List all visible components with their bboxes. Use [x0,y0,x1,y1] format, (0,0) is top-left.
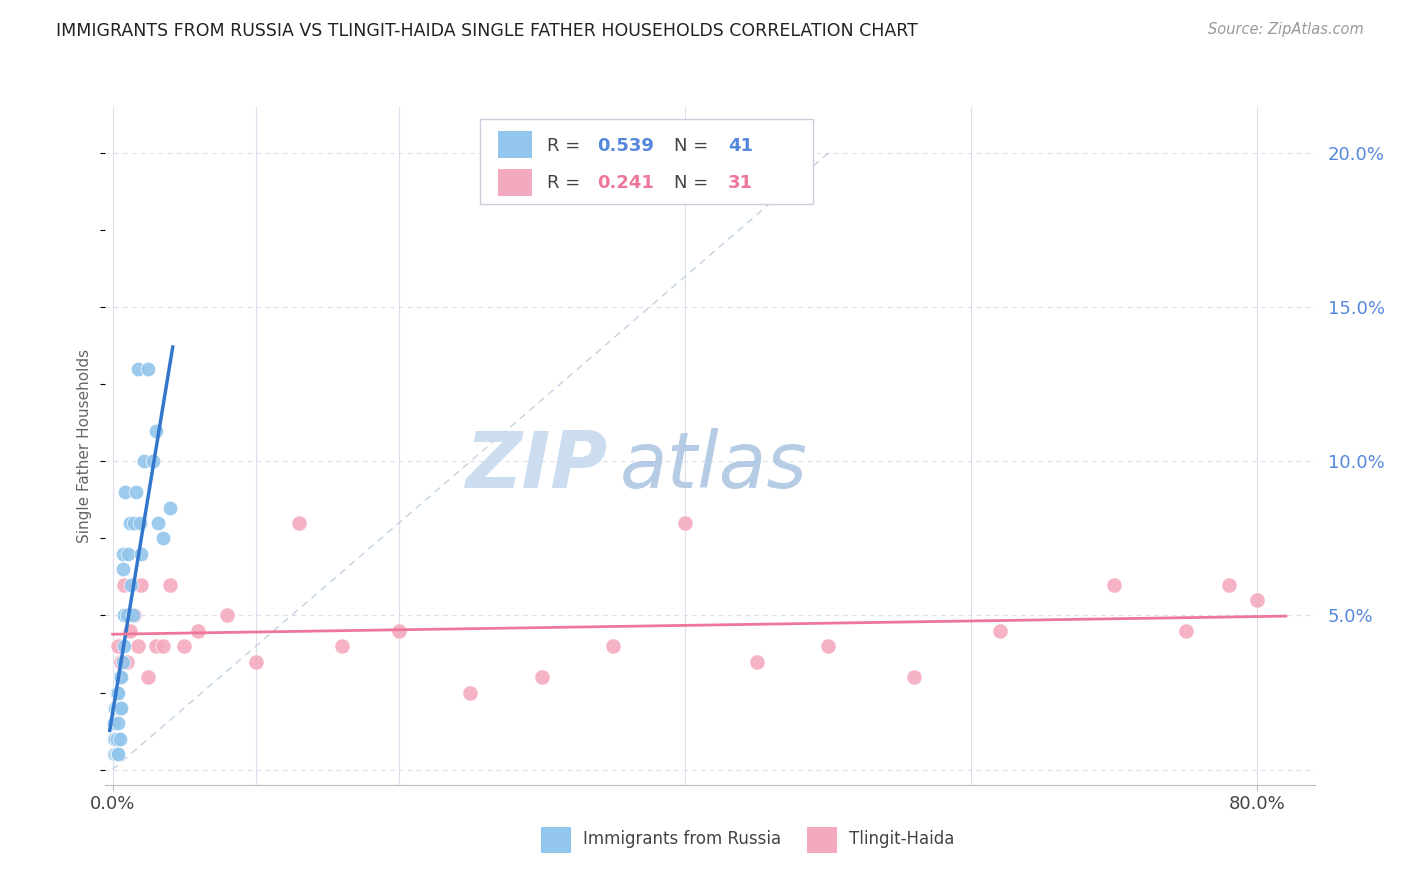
Point [530,670,553,684]
Point [1104,577,1126,591]
Point [104,701,127,715]
Point [217,608,239,623]
Point [138,670,160,684]
Text: 41: 41 [728,137,754,155]
Point [105,731,128,746]
Point [1246,593,1268,607]
Bar [807,827,837,853]
Text: Source: ZipAtlas.com: Source: ZipAtlas.com [1208,22,1364,37]
Point [110,670,132,684]
Point [903,670,925,684]
Text: R =: R = [547,175,586,193]
Text: N =: N = [673,175,714,193]
Point [988,624,1011,638]
Point [129,577,152,591]
Point [128,516,150,530]
Point [111,655,134,669]
FancyBboxPatch shape [481,120,813,204]
Point [117,547,139,561]
Point [148,516,170,530]
Point [817,640,839,654]
Point [330,640,353,654]
Point [104,747,127,761]
Point [287,516,309,530]
Point [110,701,132,715]
Point [145,424,167,438]
Point [673,516,696,530]
Point [127,640,149,654]
Y-axis label: Single Father Households: Single Father Households [77,349,93,543]
Text: ZIP: ZIP [465,428,607,504]
Point [460,685,482,699]
Point [127,362,149,376]
Point [745,655,768,669]
Point [111,547,134,561]
Point [115,608,138,623]
Text: atlas: atlas [620,428,807,504]
Point [108,731,131,746]
Point [245,655,267,669]
Point [104,731,127,746]
Text: R =: R = [547,137,586,155]
Point [107,716,129,731]
Text: IMMIGRANTS FROM RUSSIA VS TLINGIT-HAIDA SINGLE FATHER HOUSEHOLDS CORRELATION CHA: IMMIGRANTS FROM RUSSIA VS TLINGIT-HAIDA … [56,22,918,40]
Point [103,716,125,731]
Point [159,577,181,591]
Point [145,640,167,654]
Point [173,640,195,654]
Point [107,640,129,654]
Point [103,747,125,761]
Point [108,670,131,684]
Point [132,454,155,468]
Point [122,608,145,623]
Point [118,516,141,530]
Point [103,731,125,746]
Point [124,485,146,500]
Point [112,608,135,623]
Point [138,362,160,376]
Point [1218,577,1240,591]
Bar [541,827,571,853]
Point [152,532,174,546]
Point [142,454,165,468]
Point [112,577,135,591]
Point [115,655,138,669]
Bar [499,131,533,158]
Point [107,747,129,761]
Point [114,485,136,500]
Point [112,640,135,654]
Point [1174,624,1197,638]
Text: Tlingit-Haida: Tlingit-Haida [849,830,955,848]
Text: 31: 31 [728,175,754,193]
Point [107,685,129,699]
Text: 0.539: 0.539 [598,137,654,155]
Point [388,624,411,638]
Text: 0.241: 0.241 [598,175,654,193]
Point [111,562,134,576]
Point [602,640,624,654]
Point [120,577,142,591]
Point [152,640,174,654]
Point [108,701,131,715]
Bar [499,169,533,195]
Point [110,655,132,669]
Point [105,685,128,699]
Point [121,608,143,623]
Point [187,624,209,638]
Point [159,500,181,515]
Point [105,747,128,761]
Point [122,516,145,530]
Text: Immigrants from Russia: Immigrants from Russia [583,830,782,848]
Point [118,624,141,638]
Text: N =: N = [673,137,714,155]
Point [129,547,152,561]
Point [105,701,128,715]
